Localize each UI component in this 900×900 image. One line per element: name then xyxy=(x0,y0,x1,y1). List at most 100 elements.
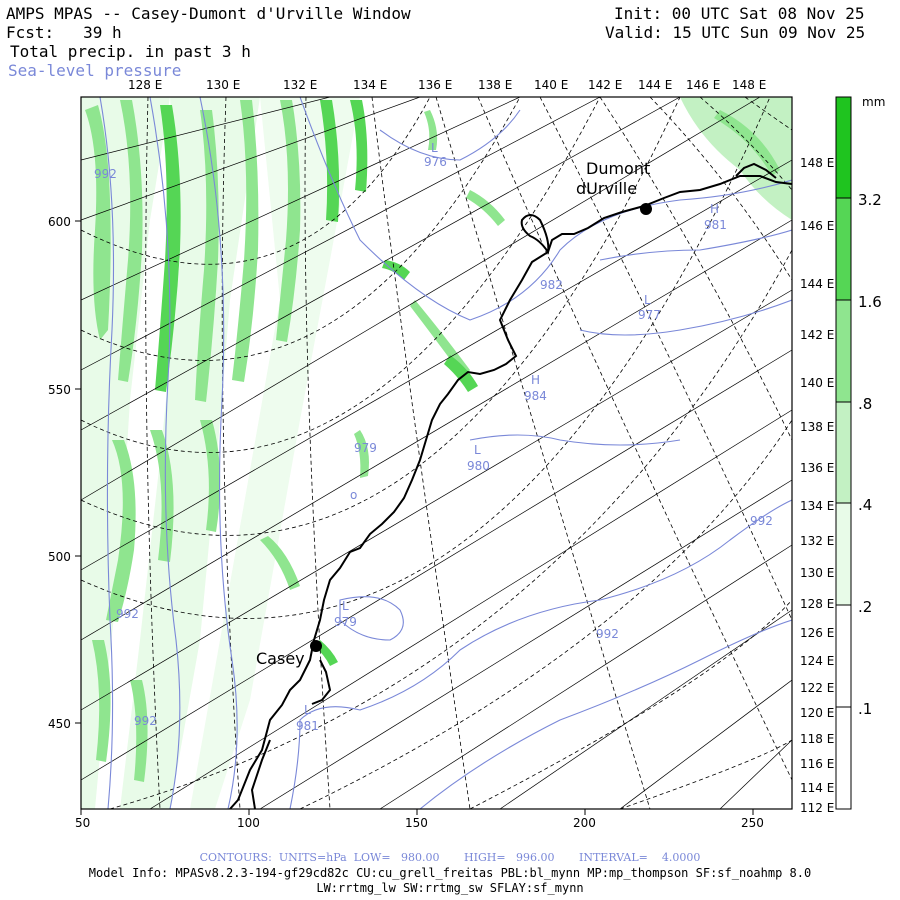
graticule xyxy=(81,97,792,809)
colorbar-bin-6 xyxy=(836,605,851,707)
top-lon-132: 132 E xyxy=(283,78,317,92)
right-lon-114: 114 E xyxy=(800,781,834,795)
slp-contours xyxy=(99,97,792,809)
x-tick-200: 200 xyxy=(573,816,596,830)
pressure-label-10: 992 xyxy=(116,607,139,621)
right-lon-128: 128 E xyxy=(800,597,834,611)
x-tick-250: 250 xyxy=(741,816,764,830)
right-lon-labels: 148 E 146 E 144 E 142 E 140 E 138 E 136 … xyxy=(800,156,834,815)
pressure-labels: 992 976 981 982 977 984 979 980 992 992 … xyxy=(94,155,773,733)
x-axis-ticks xyxy=(80,809,754,815)
colorbar-bin-7 xyxy=(836,707,851,809)
pressure-label-1: 992 xyxy=(94,167,117,181)
overlay-name: Sea-level pressure xyxy=(8,61,182,80)
x-tick-100: 100 xyxy=(237,816,260,830)
high-center-2: H xyxy=(531,373,540,387)
colorbar-bin-3 xyxy=(836,300,851,402)
colorbar-bin-1 xyxy=(836,97,851,198)
right-lon-112: 112 E xyxy=(800,801,834,815)
right-lon-134: 134 E xyxy=(800,499,834,513)
field-name: Total precip. in past 3 h xyxy=(10,42,251,61)
right-lon-132: 132 E xyxy=(800,534,834,548)
precip-shading xyxy=(81,97,792,809)
high-center-1: H xyxy=(710,202,719,216)
right-lon-118: 118 E xyxy=(800,732,834,746)
low-center-3: L xyxy=(474,443,481,457)
pressure-label-14: 992 xyxy=(134,714,157,728)
station-label-dumont-1: Dumont xyxy=(586,159,650,178)
colorbar-label-.2: .2 xyxy=(858,598,872,616)
right-lon-146: 146 E xyxy=(800,219,834,233)
y-tick-500: 500 xyxy=(48,550,71,564)
pressure-label-15: o xyxy=(350,488,357,502)
contour-info: CONTOURS: UNITS=hPa LOW= 980.00 HIGH= 99… xyxy=(199,851,701,864)
pressure-centers: L H L H L L L xyxy=(304,141,719,717)
pressure-label-8: 980 xyxy=(467,459,490,473)
station-label-casey: Casey xyxy=(256,649,305,668)
top-lon-148: 148 E xyxy=(732,78,766,92)
plot-title: AMPS MPAS -- Casey-Dumont d'Urville Wind… xyxy=(6,4,411,23)
pressure-label-13: 981 xyxy=(296,719,319,733)
valid-time: Valid: 15 UTC Sun 09 Nov 25 xyxy=(605,23,866,42)
pressure-label-4: 982 xyxy=(540,278,563,292)
top-lon-134: 134 E xyxy=(353,78,387,92)
station-marker-dumont xyxy=(640,203,652,215)
top-lon-136: 136 E xyxy=(418,78,452,92)
top-lon-128: 128 E xyxy=(128,78,162,92)
y-axis-ticks xyxy=(75,220,81,724)
pressure-label-11: 992 xyxy=(596,627,619,641)
model-info: Model Info: MPASv8.2.3-194-gf29cd82c CU:… xyxy=(88,866,812,880)
top-lon-146: 146 E xyxy=(686,78,720,92)
low-center-5: L xyxy=(304,703,311,717)
low-center-4: L xyxy=(342,599,349,613)
top-lon-144: 144 E xyxy=(638,78,672,92)
colorbar-bin-4 xyxy=(836,402,851,503)
y-tick-450: 450 xyxy=(48,717,71,731)
station-label-dumont-2: dUrville xyxy=(576,179,637,198)
model-info-line2: LW:rrtmg_lw SW:rrtmg_sw SFLAY:sf_mynn xyxy=(316,881,584,895)
right-lon-122: 122 E xyxy=(800,681,834,695)
pressure-label-6: 984 xyxy=(524,389,547,403)
colorbar-frame xyxy=(835,96,852,810)
right-lon-120: 120 E xyxy=(800,706,834,720)
right-lon-140: 140 E xyxy=(800,376,834,390)
right-lon-124: 124 E xyxy=(800,654,834,668)
pressure-label-12: 979 xyxy=(334,615,357,629)
top-lon-140: 140 E xyxy=(534,78,568,92)
x-tick-50: 50 xyxy=(75,816,90,830)
pressure-label-2: 976 xyxy=(424,155,447,169)
right-lon-138: 138 E xyxy=(800,420,834,434)
top-lon-labels: 128 E 130 E 132 E 134 E 136 E 138 E 140 … xyxy=(128,78,766,92)
meridian-lines xyxy=(81,97,792,809)
colorbar: mm 3.2 1.6 .8 .4 .2 .1 xyxy=(835,95,885,810)
colorbar-label-.4: .4 xyxy=(858,496,872,514)
colorbar-label-.1: .1 xyxy=(858,700,872,718)
right-lon-148: 148 E xyxy=(800,156,834,170)
colorbar-bin-2 xyxy=(836,198,851,300)
colorbar-label-1.6: 1.6 xyxy=(858,293,882,311)
pressure-label-5: 977 xyxy=(638,308,661,322)
pressure-label-9: 992 xyxy=(750,514,773,528)
right-lon-142: 142 E xyxy=(800,328,834,342)
init-time: Init: 00 UTC Sat 08 Nov 25 xyxy=(614,4,865,23)
forecast-hour: Fcst: 39 h xyxy=(6,23,122,42)
colorbar-bin-5 xyxy=(836,503,851,605)
y-tick-600: 600 xyxy=(48,215,71,229)
right-lon-136: 136 E xyxy=(800,461,834,475)
colorbar-label-.8: .8 xyxy=(858,395,872,413)
y-tick-550: 550 xyxy=(48,383,71,397)
map-frame xyxy=(80,96,793,810)
x-tick-150: 150 xyxy=(405,816,428,830)
low-center-1: L xyxy=(431,141,438,155)
right-lon-116: 116 E xyxy=(800,757,834,771)
station-marker-casey xyxy=(310,640,322,652)
colorbar-label-3.2: 3.2 xyxy=(858,191,882,209)
top-lon-130: 130 E xyxy=(206,78,240,92)
right-lon-144: 144 E xyxy=(800,277,834,291)
right-lon-130: 130 E xyxy=(800,566,834,580)
top-lon-138: 138 E xyxy=(478,78,512,92)
pressure-label-3: 981 xyxy=(704,218,727,232)
right-lon-126: 126 E xyxy=(800,626,834,640)
top-lon-142: 142 E xyxy=(588,78,622,92)
